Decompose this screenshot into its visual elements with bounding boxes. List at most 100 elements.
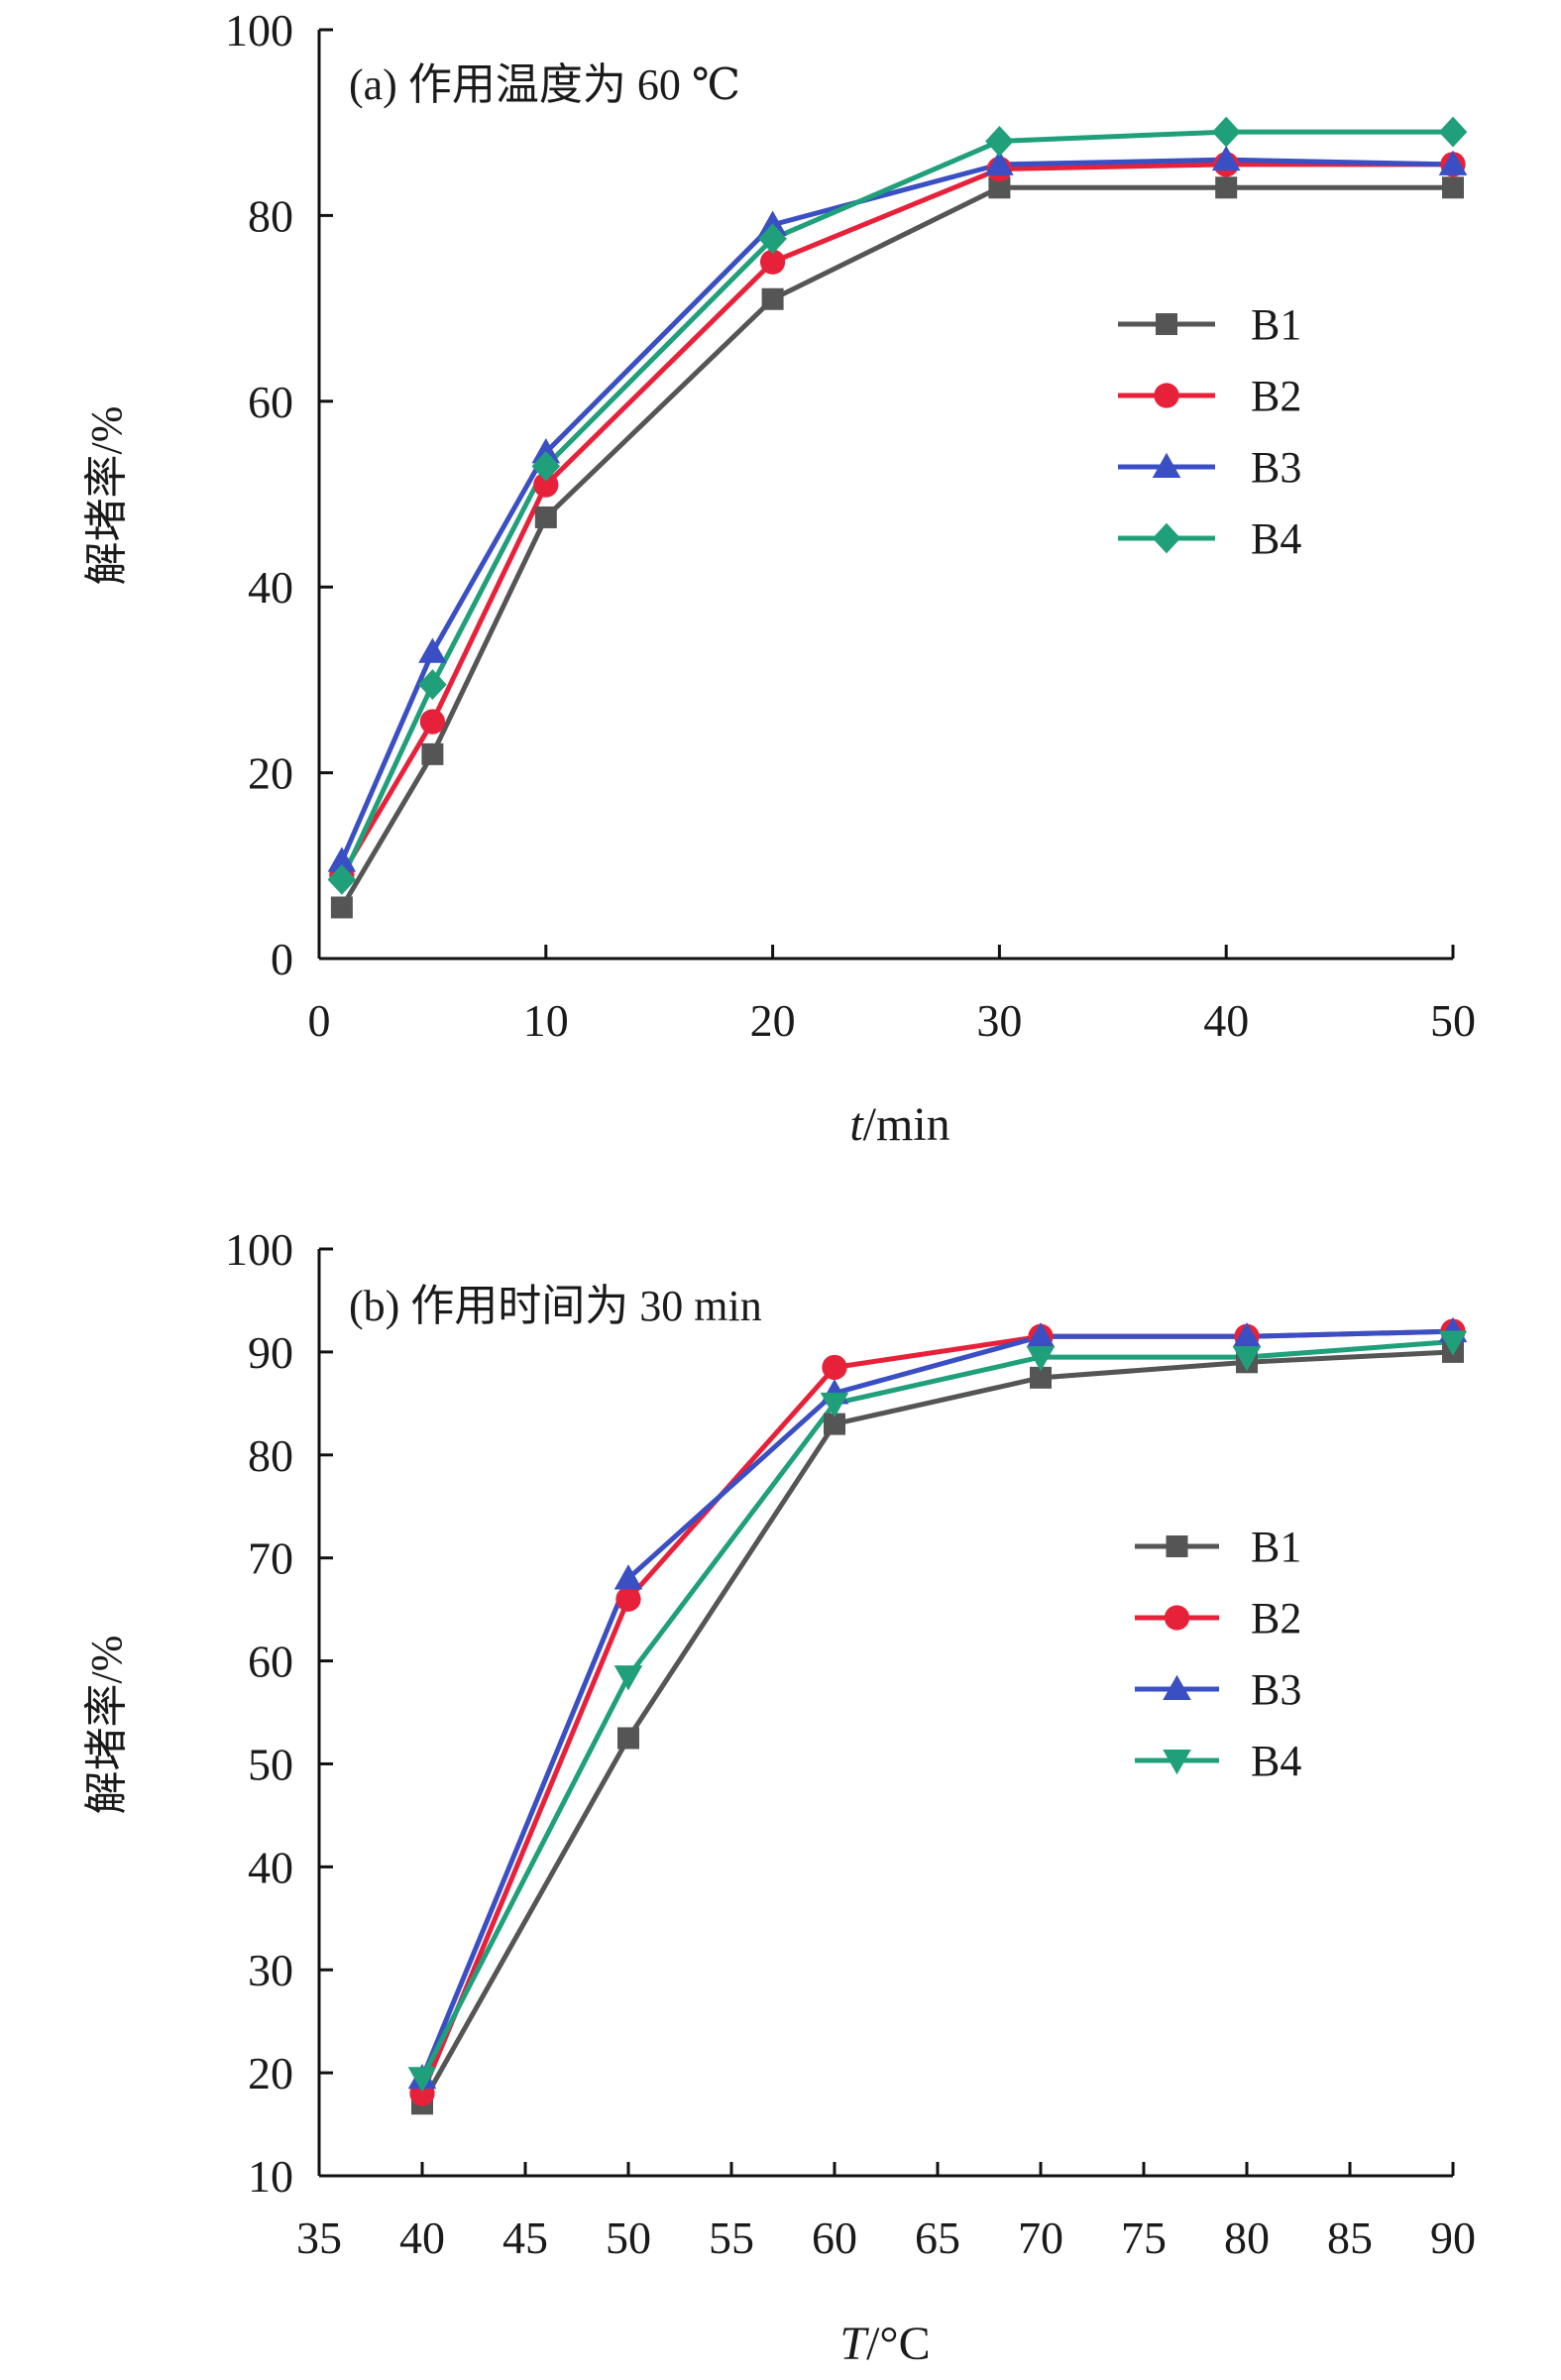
chart-panel-a: (a) 作用温度为 60 ℃ 解堵率/% t/min 0 20 40 60 80 100 0… bbox=[82, 5, 1476, 1151]
panel-b-series-b2-point bbox=[822, 1354, 847, 1381]
panel-b-legend-marker bbox=[1164, 1605, 1190, 1631]
panel-a-y-tick-label: 20 bbox=[248, 748, 293, 799]
panel-b-series-b4-point bbox=[820, 1392, 849, 1418]
panel-b-y-tick-label: 70 bbox=[248, 1533, 293, 1584]
panel-b-series-b2-point bbox=[615, 1586, 641, 1612]
panel-b-x-tick-label: 65 bbox=[915, 2212, 960, 2263]
panel-b-series-b3-line bbox=[419, 1328, 1454, 2080]
panel-a-series-b1-point bbox=[330, 896, 353, 919]
panel-a-series-b4-point bbox=[1438, 116, 1468, 148]
panel-a-y-tick-label: 0 bbox=[271, 934, 293, 984]
panel-b-legend-marker bbox=[1163, 1750, 1191, 1775]
panel-b-legend-label: B1 bbox=[1251, 1523, 1301, 1571]
panel-b-y-axis-label: 解堵率/% bbox=[82, 1636, 131, 1815]
panel-b-x-tick-label: 35 bbox=[296, 2212, 342, 2263]
panel-a-x-axis-unit: /min bbox=[863, 1098, 950, 1151]
panel-b-y-tick-label: 100 bbox=[225, 1224, 293, 1275]
panel-a-legend-marker bbox=[1152, 522, 1181, 554]
panel-a-series-b1-point bbox=[1215, 176, 1238, 199]
panel-b-x-tick-label: 40 bbox=[399, 2212, 445, 2263]
panel-b-legend-label: B2 bbox=[1251, 1594, 1301, 1643]
panel-a-series-b1-point bbox=[761, 287, 784, 310]
panel-b-series-b4-point bbox=[1026, 1346, 1056, 1372]
panel-b-y-tick-label: 60 bbox=[248, 1637, 293, 1687]
panel-b-legend-label: B4 bbox=[1251, 1737, 1301, 1785]
panel-b-series-b1-line bbox=[419, 1349, 1454, 2105]
panel-a-legend: B1 B2 B3 B4 bbox=[1118, 300, 1301, 563]
panel-a-x-tick-label: 30 bbox=[976, 995, 1022, 1046]
panel-a-x-tick-label: 0 bbox=[308, 995, 331, 1046]
panel-a-legend-marker bbox=[1154, 383, 1179, 408]
panel-b-x-axis-label: T/°C bbox=[839, 2318, 930, 2370]
panel-b-x-axis-unit: /°C bbox=[866, 2318, 931, 2370]
panel-a-y-tick-label: 80 bbox=[248, 190, 293, 241]
panel-b-series-b3-point bbox=[1026, 1322, 1056, 1348]
panel-b-x-tick-label: 90 bbox=[1430, 2212, 1476, 2263]
panel-b-legend-marker bbox=[1166, 1535, 1188, 1557]
panel-a-series-b1-point bbox=[421, 742, 444, 765]
panel-a-legend-label: B1 bbox=[1251, 300, 1301, 349]
panel-a-series-b1-point bbox=[988, 176, 1011, 199]
panel-a-y-tick-label: 40 bbox=[248, 562, 293, 613]
panel-b-series-b1-point bbox=[617, 1727, 639, 1750]
panel-a-series-b4-point bbox=[1211, 116, 1241, 148]
panel-b-x-tick-label: 45 bbox=[502, 2212, 548, 2263]
panel-b-series-b4-point bbox=[1438, 1330, 1468, 1356]
panel-a-legend-label: B4 bbox=[1251, 514, 1301, 563]
panel-b-y-tick-label: 30 bbox=[248, 1945, 293, 1995]
panel-a-label: (a) 作用温度为 60 ℃ bbox=[349, 60, 740, 109]
panel-b-series-b3-point bbox=[1232, 1322, 1262, 1348]
chart-panel-b: (b) 作用时间为 30 min 解堵率/% T/°C 10 20 30 40 50 60… bbox=[82, 1224, 1476, 2370]
panel-a-series-b3-point bbox=[418, 637, 447, 663]
panel-a-series-b1-point bbox=[1442, 176, 1464, 199]
panel-a-series-b4-point bbox=[985, 126, 1014, 157]
panel-b-series-b1-point bbox=[824, 1413, 845, 1435]
panel-a-series-b3-point bbox=[758, 210, 787, 236]
panel-b-label: (b) 作用时间为 30 min bbox=[349, 1282, 762, 1330]
panel-b-y-tick-label: 10 bbox=[248, 2151, 293, 2202]
panel-a-legend-label: B2 bbox=[1251, 372, 1301, 420]
panel-a-x-tick-label: 50 bbox=[1430, 995, 1476, 1046]
panel-b-series-b4-line bbox=[419, 1339, 1454, 2080]
panel-b-y-tick-label: 90 bbox=[248, 1327, 293, 1378]
panel-a-x-axis-label: t/min bbox=[849, 1098, 949, 1151]
panel-a-y-tick-label: 100 bbox=[225, 5, 293, 56]
panel-a-series-b3-point bbox=[1438, 150, 1468, 175]
panel-b-legend: B1 B2 B3 B4 bbox=[1135, 1523, 1301, 1785]
panel-a-series-b1-point bbox=[534, 506, 557, 528]
panel-b-x-tick-label: 70 bbox=[1018, 2212, 1063, 2263]
panel-b-x-tick-label: 60 bbox=[812, 2212, 857, 2263]
panel-a-x-tick-label: 20 bbox=[750, 995, 796, 1046]
panel-b-y-tick-label: 20 bbox=[248, 2048, 293, 2098]
panel-a-series-b2-point bbox=[419, 709, 446, 735]
panel-a-series-b4-point bbox=[531, 450, 561, 482]
panel-a-y-tick-label: 60 bbox=[248, 377, 293, 427]
panel-a-series-b4-point bbox=[418, 669, 447, 700]
panel-a-legend-marker bbox=[1152, 452, 1181, 478]
panel-a-series-b2-point bbox=[759, 249, 786, 275]
panel-a-legend-label: B3 bbox=[1251, 443, 1301, 492]
panel-a-x-tick-label: 10 bbox=[523, 995, 569, 1046]
panel-b-series-b4-point bbox=[613, 1665, 643, 1691]
panel-a-x-axis-variable: t bbox=[849, 1098, 864, 1151]
panel-a-y-axis-label: 解堵率/% bbox=[82, 406, 131, 586]
panel-a-x-tick-label: 40 bbox=[1203, 995, 1249, 1046]
panel-b-x-tick-label: 80 bbox=[1224, 2212, 1270, 2263]
panel-a-series-b2-point bbox=[533, 472, 559, 498]
panel-b-y-tick-label: 80 bbox=[248, 1430, 293, 1481]
panel-a-series-b3-point bbox=[1211, 145, 1241, 171]
panel-b-y-tick-label: 40 bbox=[248, 1842, 293, 1892]
panel-b-series-b4-point bbox=[407, 2067, 437, 2093]
panel-a-series-b4-point bbox=[327, 863, 357, 895]
panel-b-y-tick-label: 50 bbox=[248, 1739, 293, 1789]
panel-b-series-b1-point bbox=[1030, 1366, 1052, 1389]
panel-a-series-b3-point bbox=[327, 847, 357, 872]
panel-b-x-tick-label: 55 bbox=[709, 2212, 754, 2263]
panel-a-series-b3-point bbox=[985, 150, 1014, 175]
panel-b-x-tick-label: 85 bbox=[1327, 2212, 1373, 2263]
panel-b-legend-marker bbox=[1163, 1674, 1191, 1700]
panel-a-series-b4-point bbox=[758, 223, 787, 255]
panel-b-legend-label: B3 bbox=[1251, 1665, 1301, 1714]
panel-b-x-tick-label: 50 bbox=[606, 2212, 651, 2263]
